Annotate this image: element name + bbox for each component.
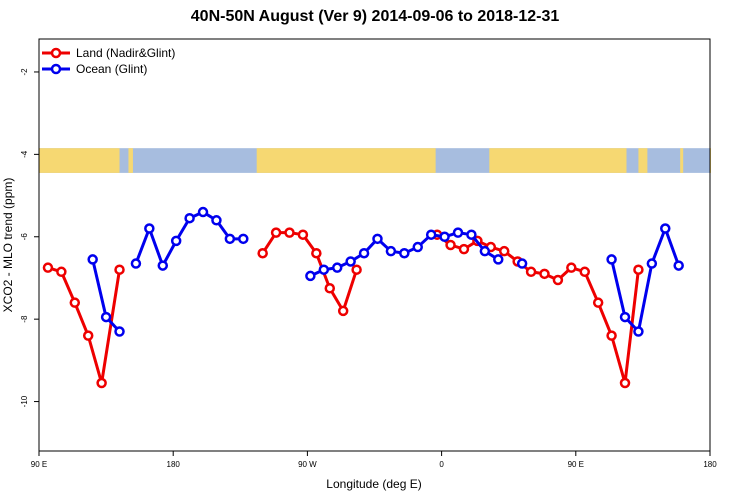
data-point-ocean-glint bbox=[412, 241, 423, 253]
data-point-ocean-glint bbox=[479, 245, 491, 257]
data-point-ocean-glint bbox=[87, 254, 98, 265]
data-point-land-nadir-glint bbox=[633, 264, 644, 275]
series-line-ocean-glint bbox=[610, 227, 681, 334]
data-point-ocean-glint bbox=[452, 227, 464, 238]
data-point-land-nadir-glint bbox=[284, 227, 295, 238]
data-point-ocean-glint bbox=[211, 215, 222, 226]
data-point-ocean-glint bbox=[305, 270, 316, 282]
data-point-ocean-glint bbox=[493, 254, 504, 265]
data-point-land-nadir-glint bbox=[96, 377, 107, 389]
data-point-ocean-glint bbox=[425, 229, 437, 240]
data-point-ocean-glint bbox=[399, 247, 410, 259]
data-point-ocean-glint bbox=[224, 233, 236, 245]
data-point-land-nadir-glint bbox=[297, 229, 309, 240]
land-band bbox=[680, 148, 684, 173]
legend-label-land-nadir-glint: Land (Nadir&Glint) bbox=[76, 46, 175, 60]
legend-marker-ocean-glint bbox=[50, 63, 62, 75]
x-tick-label: 0 bbox=[439, 460, 444, 469]
y-axis: -2 -4 -6 -8 -10 bbox=[20, 68, 39, 407]
data-point-ocean-glint bbox=[439, 231, 450, 243]
x-tick-label: 90 W bbox=[298, 460, 317, 469]
data-point-land-nadir-glint bbox=[445, 239, 456, 251]
chart-title: 40N-50N August (Ver 9) 2014-09-06 to 201… bbox=[190, 8, 560, 25]
data-point-land-nadir-glint bbox=[579, 266, 590, 278]
x-axis-label: Longitude (deg E) bbox=[326, 477, 421, 491]
data-point-land-nadir-glint bbox=[270, 227, 282, 238]
data-point-land-nadir-glint bbox=[351, 264, 362, 275]
data-point-land-nadir-glint bbox=[56, 266, 67, 278]
land-band bbox=[638, 148, 648, 173]
data-point-ocean-glint bbox=[331, 262, 343, 273]
data-point-ocean-glint bbox=[114, 326, 125, 337]
data-point-land-nadir-glint bbox=[337, 305, 349, 317]
plot-frame bbox=[38, 38, 711, 452]
series-layer bbox=[42, 206, 684, 389]
data-point-ocean-glint bbox=[170, 235, 182, 247]
data-point-ocean-glint bbox=[660, 223, 671, 234]
data-point-land-nadir-glint bbox=[69, 297, 81, 308]
land-band bbox=[39, 148, 120, 173]
data-point-ocean-glint bbox=[619, 311, 631, 323]
data-point-ocean-glint bbox=[100, 311, 112, 323]
data-point-ocean-glint bbox=[184, 212, 195, 224]
data-point-land-nadir-glint bbox=[619, 377, 631, 389]
x-tick-label: 90 E bbox=[31, 460, 47, 469]
data-point-ocean-glint bbox=[358, 247, 370, 259]
data-point-land-nadir-glint bbox=[539, 268, 550, 280]
data-point-ocean-glint bbox=[318, 264, 330, 275]
data-point-ocean-glint bbox=[144, 223, 155, 234]
land-band bbox=[489, 148, 627, 173]
data-point-ocean-glint bbox=[466, 229, 477, 240]
data-point-land-nadir-glint bbox=[42, 262, 54, 273]
series-line-land-nadir-glint bbox=[436, 233, 640, 385]
data-point-ocean-glint bbox=[633, 326, 644, 337]
y-tick-label: -2 bbox=[20, 68, 29, 76]
legend-label-ocean-glint: Ocean (Glint) bbox=[76, 62, 147, 76]
y-tick-label: -6 bbox=[20, 233, 29, 241]
data-point-ocean-glint bbox=[130, 258, 142, 269]
data-point-land-nadir-glint bbox=[458, 243, 470, 255]
x-axis: 90 E 180 90 W 0 90 E 180 bbox=[31, 451, 717, 469]
data-point-land-nadir-glint bbox=[498, 245, 510, 257]
data-point-land-nadir-glint bbox=[324, 283, 336, 294]
data-point-ocean-glint bbox=[197, 206, 209, 218]
data-point-ocean-glint bbox=[606, 254, 617, 265]
x-tick-label: 180 bbox=[703, 460, 717, 469]
land-band bbox=[128, 148, 133, 173]
y-tick-label: -4 bbox=[20, 150, 29, 158]
data-point-ocean-glint bbox=[516, 258, 528, 269]
data-point-land-nadir-glint bbox=[82, 330, 94, 341]
legend: Land (Nadir&Glint) Ocean (Glint) bbox=[42, 46, 175, 76]
data-point-ocean-glint bbox=[345, 256, 356, 267]
data-point-ocean-glint bbox=[157, 260, 169, 271]
data-point-land-nadir-glint bbox=[552, 274, 564, 286]
legend-marker-land-nadir-glint bbox=[50, 47, 62, 59]
y-tick-label: -10 bbox=[20, 395, 29, 407]
data-point-land-nadir-glint bbox=[606, 330, 617, 341]
land-band bbox=[256, 148, 436, 173]
x-tick-label: 90 E bbox=[568, 460, 584, 469]
data-point-land-nadir-glint bbox=[311, 247, 322, 259]
data-point-ocean-glint bbox=[238, 233, 249, 245]
y-tick-label: -8 bbox=[20, 315, 29, 323]
data-point-ocean-glint bbox=[372, 233, 383, 245]
y-axis-label: XCO2 - MLO trend (ppm) bbox=[1, 178, 15, 313]
series-line-land-nadir-glint bbox=[47, 266, 122, 385]
data-point-land-nadir-glint bbox=[525, 266, 537, 278]
data-point-ocean-glint bbox=[385, 245, 397, 257]
map-strip bbox=[39, 148, 711, 173]
data-point-land-nadir-glint bbox=[257, 247, 268, 259]
data-point-ocean-glint bbox=[673, 260, 684, 271]
data-point-land-nadir-glint bbox=[592, 297, 604, 308]
data-point-land-nadir-glint bbox=[566, 262, 577, 273]
data-point-land-nadir-glint bbox=[114, 264, 125, 275]
data-point-ocean-glint bbox=[646, 258, 658, 269]
x-tick-label: 180 bbox=[167, 460, 181, 469]
